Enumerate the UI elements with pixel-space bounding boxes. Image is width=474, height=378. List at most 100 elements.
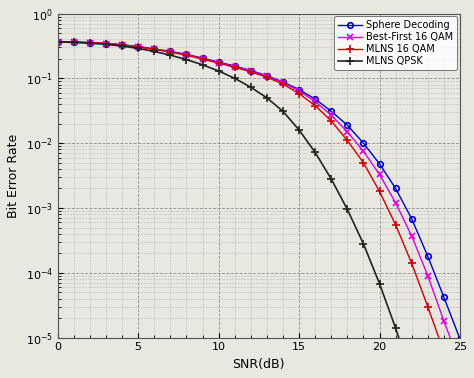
Best-First 16 QAM — [296, 89, 302, 93]
Sphere Decoding — [345, 123, 350, 127]
Sphere Decoding — [87, 40, 93, 45]
Sphere Decoding — [119, 42, 125, 47]
MLNS QPSK — [167, 53, 173, 57]
MLNS 16 QAM — [377, 189, 383, 194]
MLNS 16 QAM — [135, 45, 141, 49]
MLNS QPSK — [183, 57, 189, 62]
MLNS 16 QAM — [264, 75, 270, 79]
Sphere Decoding — [312, 97, 318, 101]
Best-First 16 QAM — [248, 69, 254, 73]
Sphere Decoding — [425, 254, 431, 259]
MLNS 16 QAM — [312, 103, 318, 108]
Best-First 16 QAM — [361, 149, 366, 153]
MLNS 16 QAM — [119, 43, 125, 47]
MLNS QPSK — [71, 40, 77, 45]
Best-First 16 QAM — [119, 42, 125, 47]
MLNS QPSK — [87, 41, 93, 45]
Best-First 16 QAM — [328, 113, 334, 118]
Line: Best-First 16 QAM: Best-First 16 QAM — [54, 38, 464, 367]
MLNS 16 QAM — [409, 261, 415, 266]
MLNS QPSK — [216, 69, 221, 73]
Best-First 16 QAM — [167, 50, 173, 54]
Best-First 16 QAM — [264, 74, 270, 79]
MLNS QPSK — [280, 109, 286, 114]
MLNS 16 QAM — [328, 119, 334, 123]
Sphere Decoding — [248, 68, 254, 73]
Legend: Sphere Decoding, Best-First 16 QAM, MLNS 16 QAM, MLNS QPSK: Sphere Decoding, Best-First 16 QAM, MLNS… — [334, 17, 457, 70]
Best-First 16 QAM — [183, 53, 189, 57]
MLNS QPSK — [312, 150, 318, 155]
Best-First 16 QAM — [216, 60, 221, 65]
Best-First 16 QAM — [393, 201, 399, 205]
MLNS QPSK — [264, 96, 270, 100]
MLNS QPSK — [55, 40, 61, 44]
Best-First 16 QAM — [345, 130, 350, 134]
Line: MLNS 16 QAM: MLNS 16 QAM — [54, 37, 464, 378]
Sphere Decoding — [55, 39, 61, 44]
MLNS QPSK — [393, 326, 399, 330]
MLNS 16 QAM — [345, 138, 350, 143]
Sphere Decoding — [135, 44, 141, 49]
X-axis label: SNR(dB): SNR(dB) — [233, 358, 285, 371]
Best-First 16 QAM — [135, 45, 141, 49]
MLNS 16 QAM — [248, 70, 254, 74]
Line: Sphere Decoding: Sphere Decoding — [55, 39, 463, 342]
Sphere Decoding — [183, 52, 189, 57]
Sphere Decoding — [457, 337, 463, 341]
Sphere Decoding — [328, 109, 334, 114]
MLNS 16 QAM — [103, 41, 109, 46]
Y-axis label: Bit Error Rate: Bit Error Rate — [7, 133, 20, 218]
MLNS 16 QAM — [393, 223, 399, 227]
MLNS 16 QAM — [280, 82, 286, 86]
Best-First 16 QAM — [457, 361, 463, 366]
Best-First 16 QAM — [280, 81, 286, 85]
MLNS 16 QAM — [441, 350, 447, 354]
Sphere Decoding — [441, 295, 447, 299]
Best-First 16 QAM — [151, 47, 157, 51]
Best-First 16 QAM — [71, 40, 77, 44]
Sphere Decoding — [200, 56, 205, 60]
MLNS QPSK — [361, 242, 366, 246]
Sphere Decoding — [216, 60, 221, 64]
MLNS 16 QAM — [200, 57, 205, 61]
Sphere Decoding — [232, 64, 237, 68]
Best-First 16 QAM — [425, 274, 431, 278]
MLNS QPSK — [232, 76, 237, 81]
MLNS QPSK — [296, 128, 302, 132]
Best-First 16 QAM — [377, 172, 383, 177]
MLNS QPSK — [151, 49, 157, 54]
MLNS 16 QAM — [151, 47, 157, 52]
MLNS 16 QAM — [71, 40, 77, 44]
MLNS 16 QAM — [296, 91, 302, 96]
MLNS QPSK — [119, 44, 125, 48]
Best-First 16 QAM — [55, 39, 61, 44]
Sphere Decoding — [296, 87, 302, 92]
Sphere Decoding — [71, 40, 77, 44]
MLNS 16 QAM — [167, 50, 173, 54]
MLNS 16 QAM — [183, 53, 189, 57]
MLNS 16 QAM — [87, 40, 93, 45]
Sphere Decoding — [264, 73, 270, 78]
MLNS 16 QAM — [425, 304, 431, 309]
MLNS 16 QAM — [216, 61, 221, 65]
Line: MLNS QPSK: MLNS QPSK — [54, 38, 464, 378]
Best-First 16 QAM — [312, 99, 318, 104]
MLNS 16 QAM — [55, 39, 61, 44]
Sphere Decoding — [409, 217, 415, 221]
MLNS QPSK — [103, 42, 109, 46]
Best-First 16 QAM — [200, 56, 205, 61]
MLNS QPSK — [345, 207, 350, 212]
Sphere Decoding — [167, 49, 173, 54]
Best-First 16 QAM — [87, 40, 93, 45]
Best-First 16 QAM — [409, 234, 415, 238]
MLNS 16 QAM — [232, 65, 237, 70]
Best-First 16 QAM — [103, 41, 109, 46]
MLNS QPSK — [135, 46, 141, 51]
MLNS QPSK — [248, 85, 254, 90]
MLNS QPSK — [409, 374, 415, 378]
MLNS QPSK — [328, 177, 334, 181]
Sphere Decoding — [280, 80, 286, 84]
Best-First 16 QAM — [232, 64, 237, 69]
MLNS QPSK — [377, 281, 383, 286]
Sphere Decoding — [361, 141, 366, 146]
